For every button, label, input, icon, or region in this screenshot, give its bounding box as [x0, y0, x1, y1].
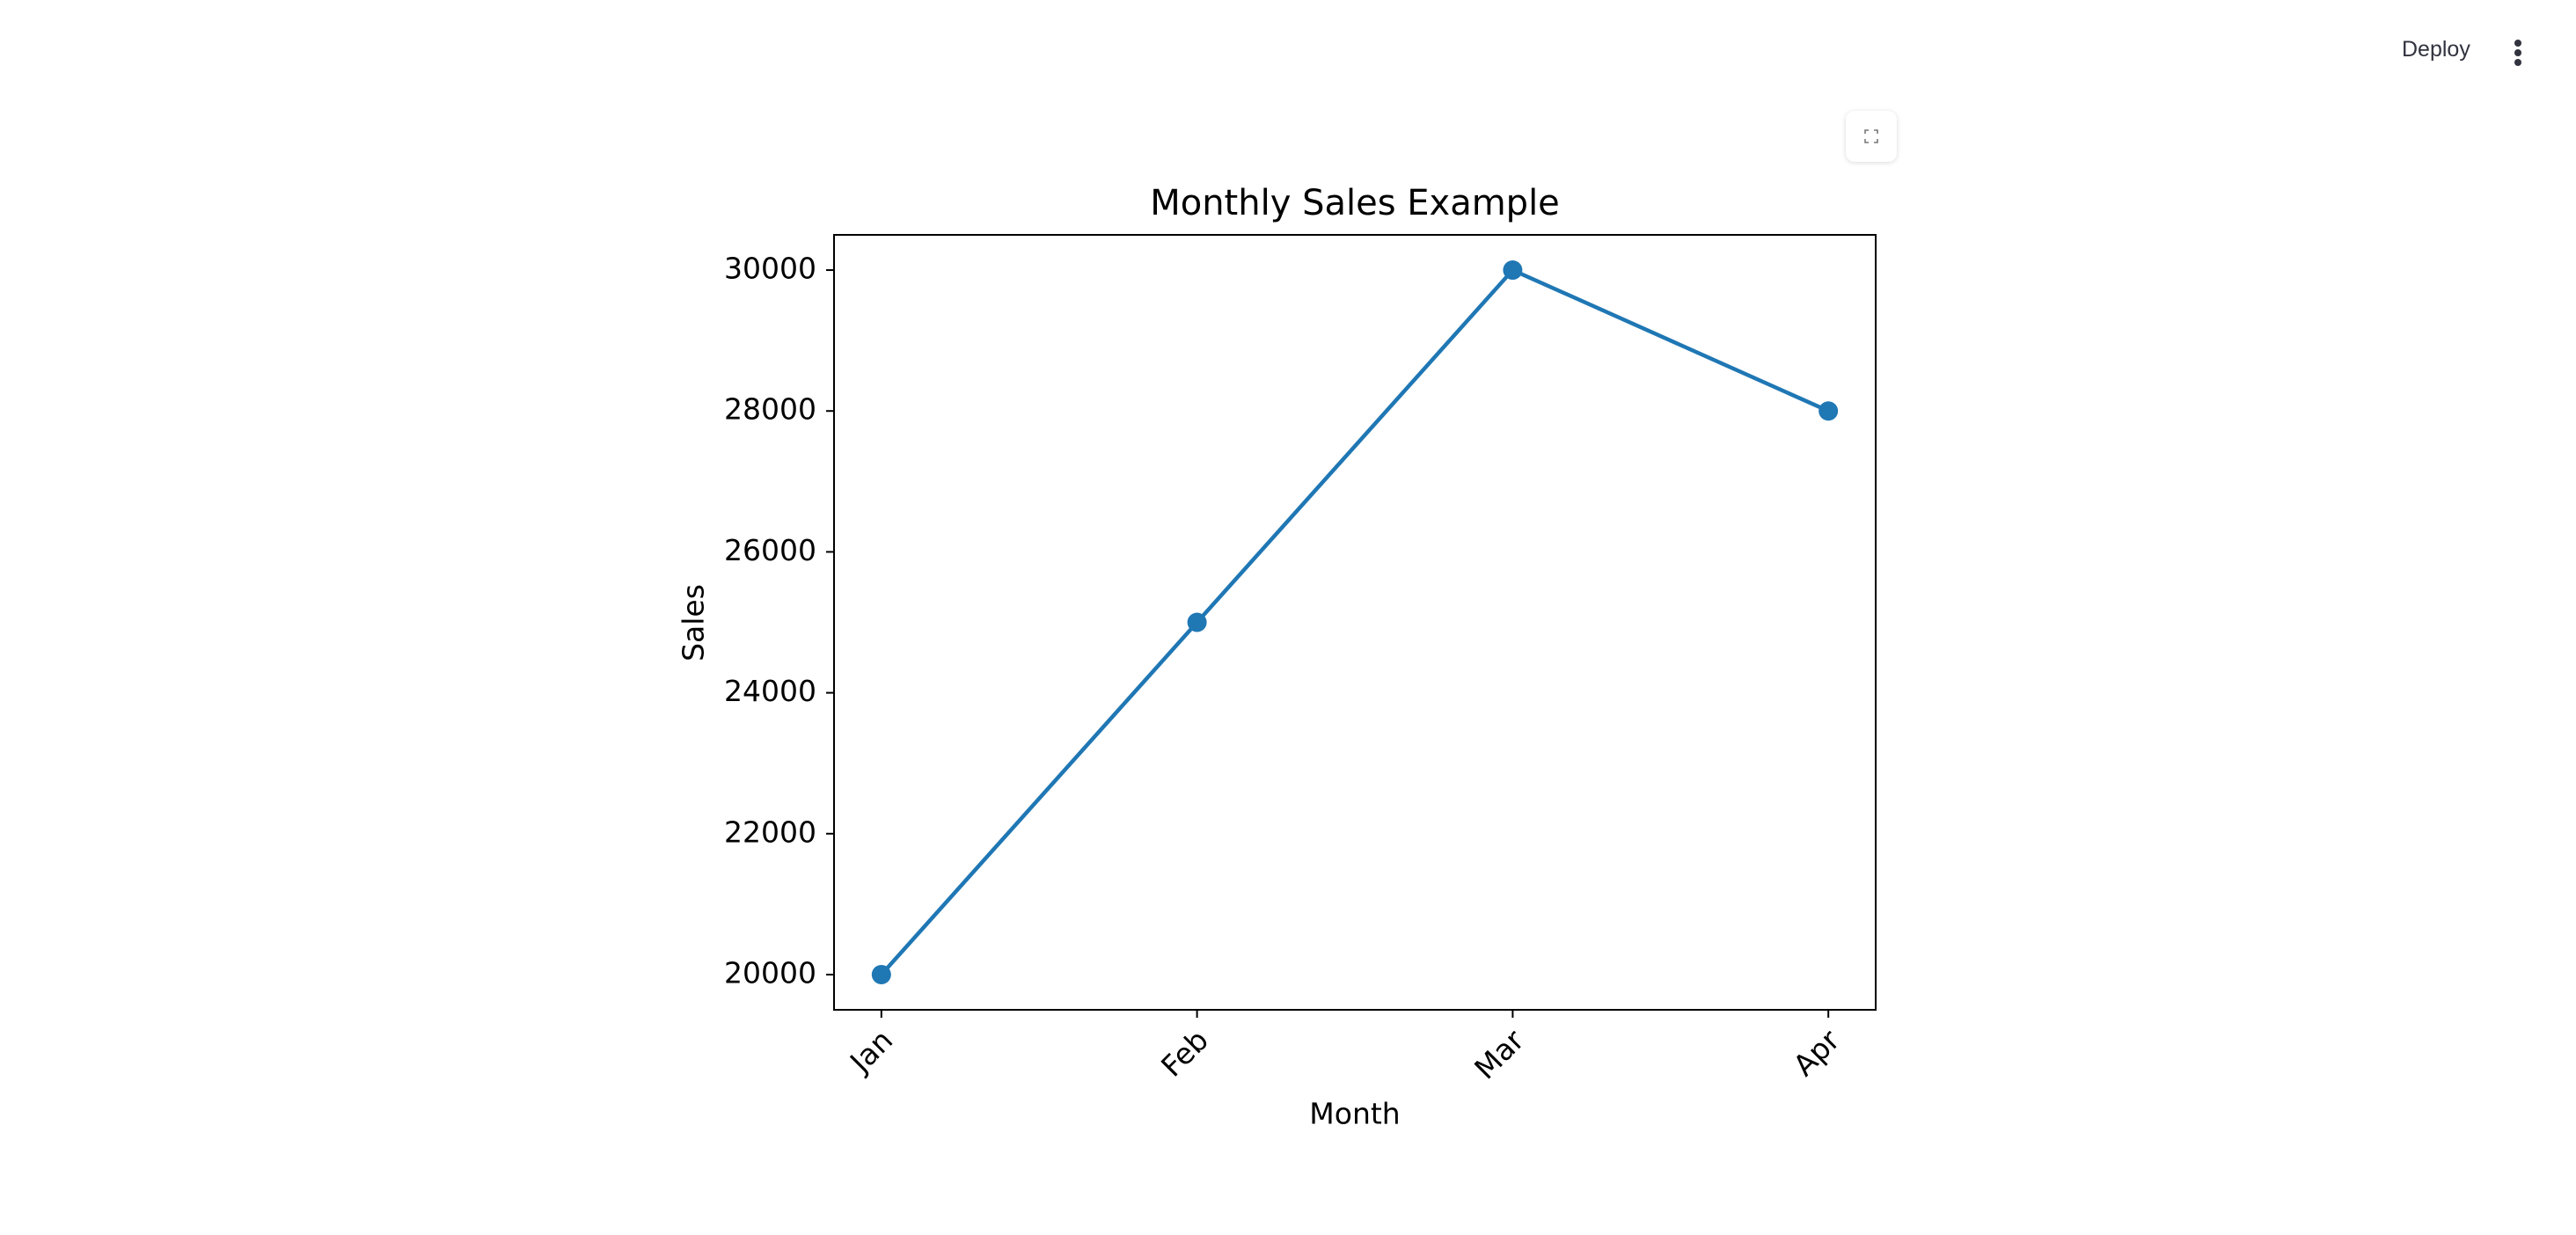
- y-tick-label: 24000: [724, 674, 816, 708]
- y-tick-label: 28000: [724, 392, 816, 427]
- x-tick-label: Jan: [842, 1023, 899, 1080]
- x-tick-label: Feb: [1154, 1023, 1215, 1084]
- y-tick-label: 20000: [724, 955, 816, 990]
- marker: [1819, 401, 1839, 421]
- plot-frame: [833, 234, 1877, 1011]
- fullscreen-icon: [1864, 129, 1878, 143]
- x-axis-label: Month: [1309, 1097, 1400, 1131]
- y-tick-label: 30000: [724, 252, 816, 286]
- line: [880, 267, 1830, 976]
- x-tick-label: Apr: [1787, 1022, 1847, 1082]
- x-tick-label: Mar: [1467, 1022, 1531, 1085]
- fullscreen-button[interactable]: [1846, 111, 1897, 162]
- y-tick-label: 26000: [724, 533, 816, 567]
- marker: [871, 964, 891, 984]
- marker: [1503, 260, 1523, 281]
- deploy-button[interactable]: Deploy: [2402, 37, 2470, 62]
- y-axis-label: Sales: [677, 584, 711, 661]
- main-menu[interactable]: [2509, 39, 2527, 69]
- marker: [1187, 612, 1207, 632]
- chart-title: Monthly Sales Example: [1150, 183, 1560, 223]
- y-tick-label: 22000: [724, 815, 816, 849]
